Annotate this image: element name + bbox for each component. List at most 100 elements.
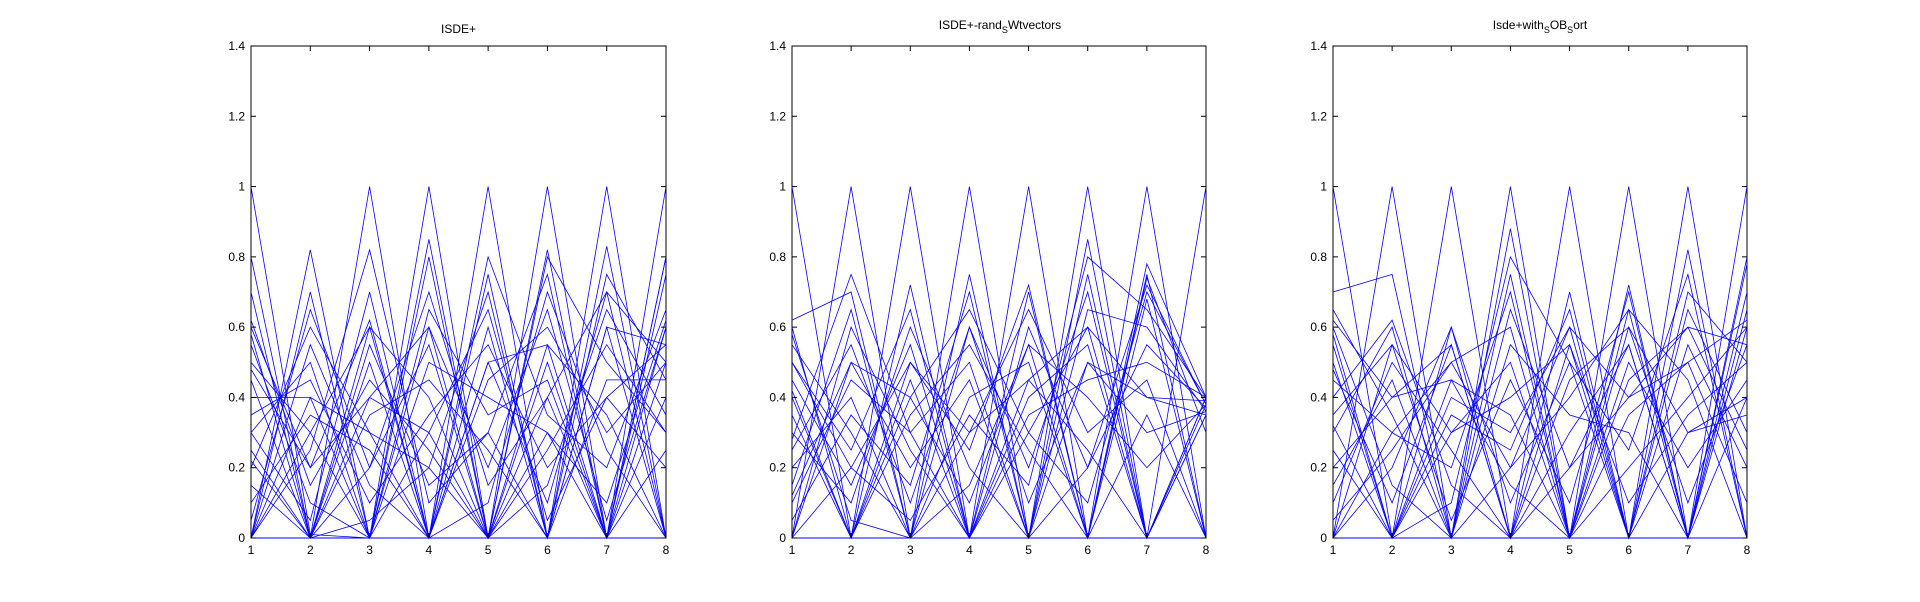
series-line-26: [791, 256, 1207, 539]
series-line-7: [1333, 186, 1748, 539]
series-line-25: [251, 290, 667, 539]
series-lines: [250, 186, 667, 540]
y-tick-label: 0.6: [1310, 320, 1327, 334]
series-line-25: [791, 283, 1207, 540]
y-tick-label: 0: [1320, 531, 1327, 545]
series-line-19: [251, 255, 667, 540]
y-tick-label: 0.2: [769, 461, 786, 475]
axis-ticks: 1 2 3 4 5 6 7 8 0 0.2 0.4 0.6 0.8 1 1.2 1.4: [769, 39, 1209, 557]
y-tick-label: 0.6: [228, 320, 245, 334]
x-tick-label: 6: [544, 543, 551, 557]
series-lines: [1332, 186, 1748, 540]
subplot-isde-plus-rand-wtvectors: ISDE+-randSWtvectors 1 2 3 4 5 6 7 8 0 0.2 0.4 0.6 0…: [769, 18, 1209, 557]
series-line-21: [250, 246, 667, 540]
title-main: ISDE+-rand: [939, 18, 1002, 32]
subplot-title: Isde+withSOBSort: [1493, 18, 1588, 35]
series-line-31: [250, 290, 667, 540]
series-line-19: [791, 343, 1207, 540]
y-tick-label: 0.8: [1310, 250, 1327, 264]
subplot-isde-plus: ISDE+ 1 2 3 4 5 6 7 8 0 0.2 0.4 0.6 0.8 1 1.2 1.4: [228, 22, 669, 557]
series-line-26: [250, 308, 667, 539]
y-tick-label: 0.4: [228, 390, 245, 404]
x-tick-label: 1: [789, 543, 796, 557]
series-line-27: [250, 290, 666, 540]
y-tick-label: 0.4: [1310, 390, 1327, 404]
y-tick-label: 1: [238, 180, 245, 194]
title-tail: ort: [1573, 18, 1588, 32]
series-line-12: [1332, 308, 1748, 540]
x-tick-label: 4: [426, 543, 433, 557]
series-line-12: [791, 283, 1207, 540]
series-line-28: [1332, 255, 1748, 539]
series-line-21: [1332, 308, 1748, 540]
y-tick-label: 0.2: [1310, 461, 1327, 475]
series-line-28: [791, 325, 1207, 539]
x-tick-label: 5: [1025, 543, 1032, 557]
series-lines: [791, 186, 1207, 540]
series-line-25: [1332, 291, 1748, 539]
x-tick-label: 1: [1330, 543, 1337, 557]
series-line-29: [791, 298, 1207, 540]
y-tick-label: 1.2: [1310, 109, 1327, 123]
y-tick-label: 0.8: [769, 250, 786, 264]
y-tick-label: 1.4: [228, 39, 245, 53]
series-line-29: [1332, 319, 1748, 539]
series-line-14: [791, 274, 1207, 540]
series-line-12: [250, 343, 667, 540]
y-tick-label: 0.2: [228, 461, 245, 475]
series-line-22: [1332, 309, 1748, 540]
x-tick-label: 3: [1448, 543, 1455, 557]
subplot-title: ISDE+-randSWtvectors: [939, 18, 1061, 35]
series-line-27: [1332, 326, 1748, 539]
series-line-15: [1332, 326, 1748, 540]
series-line-27: [791, 273, 1207, 539]
x-tick-label: 3: [907, 543, 914, 557]
y-tick-label: 0: [779, 531, 786, 545]
x-tick-label: 4: [966, 543, 973, 557]
y-tick-label: 0.6: [769, 320, 786, 334]
y-tick-label: 0.4: [769, 390, 786, 404]
x-tick-label: 5: [485, 543, 492, 557]
y-tick-label: 1.2: [228, 109, 245, 123]
x-tick-label: 5: [1566, 543, 1573, 557]
x-tick-label: 6: [1625, 543, 1632, 557]
series-line-23: [250, 319, 667, 539]
y-tick-label: 0: [238, 531, 245, 545]
x-tick-label: 7: [1144, 543, 1151, 557]
title-subscript: S: [1002, 25, 1008, 35]
series-line-30: [250, 308, 667, 539]
x-tick-label: 8: [1744, 543, 1751, 557]
axis-ticks: 1 2 3 4 5 6 7 8 0 0.2 0.4 0.6 0.8 1 1.2 1.4: [228, 39, 669, 557]
x-tick-label: 8: [1203, 543, 1210, 557]
series-line-18: [791, 308, 1207, 539]
title-mid: OB: [1550, 18, 1567, 32]
title-tail: Wtvectors: [1008, 18, 1061, 32]
y-tick-label: 1: [779, 180, 786, 194]
series-line-24: [1332, 334, 1748, 540]
series-line-15: [250, 255, 667, 539]
y-tick-label: 1.2: [769, 109, 786, 123]
subplot-isde-plus-with-sob-sort: Isde+withSOBSort 1 2 3 4 5 6 7 800.20.40.60.811…: [1310, 18, 1750, 557]
series-line-24: [250, 274, 667, 540]
x-tick-label: 7: [1685, 543, 1692, 557]
axis-ticks: 1 2 3 4 5 6 7 8 0 0.2 0.4 0.6 0.8 1 1.2 1.4: [1310, 39, 1750, 557]
series-line-20: [250, 239, 667, 540]
y-tick-label: 1.4: [1310, 39, 1327, 53]
y-tick-label: 1.4: [769, 39, 786, 53]
series-line-21: [791, 276, 1207, 539]
subplot-title: ISDE+: [441, 22, 476, 36]
series-line-26: [1332, 326, 1748, 539]
x-tick-label: 1: [248, 543, 255, 557]
series-line-16: [1332, 290, 1748, 540]
series-line-29: [250, 291, 667, 540]
x-tick-label: 4: [1507, 543, 1514, 557]
series-line-18: [1332, 290, 1748, 540]
y-tick-label: 0.8: [228, 250, 245, 264]
x-tick-label: 2: [848, 543, 855, 557]
x-tick-label: 2: [307, 543, 314, 557]
x-tick-label: 2: [1389, 543, 1396, 557]
title-main: Isde+with: [1493, 18, 1544, 32]
x-tick-label: 7: [603, 543, 610, 557]
title-subscript: S: [1544, 25, 1550, 35]
